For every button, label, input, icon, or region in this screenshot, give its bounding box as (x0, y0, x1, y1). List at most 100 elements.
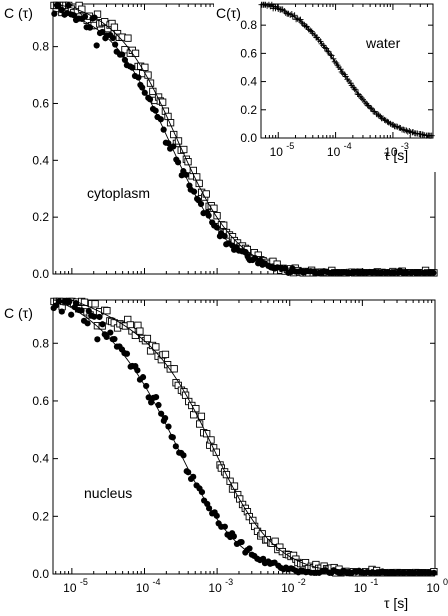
nucleus-y-tick-label: 0.6 (32, 394, 49, 408)
nucleus-point-filled-circle (430, 569, 438, 576)
water-y-tick-label: 0.0 (240, 131, 257, 145)
nucleus-point-filled-circle (66, 298, 73, 305)
nucleus-y-tick-label: 0.4 (32, 452, 49, 466)
nucleus-point-open-square (271, 537, 279, 545)
water-y-tick-label: 0.6 (240, 46, 257, 60)
nucleus-point-filled-circle (78, 307, 85, 314)
nucleus-fit-curves (52, 299, 436, 575)
nucleus-y-tick-label: 0.8 (32, 336, 49, 350)
cytoplasm-panel: 0.0 0.2 0.4 0.6 0.8 C (τ) cytoplasm (4, 1, 438, 281)
water-point-plus (352, 87, 359, 94)
water-x-axis-label: τ [s] (384, 147, 408, 163)
nucleus-x-tick-exponent: -3 (225, 577, 233, 587)
cytoplasm-point-open-square (166, 119, 175, 127)
nucleus-x-tick-label: 10 (281, 581, 295, 595)
water-y-tick-labels: 0.0 0.2 0.4 0.6 0.8 (240, 18, 257, 145)
cytoplasm-point-filled-circle (93, 42, 100, 49)
nucleus-point-open-square (197, 412, 206, 421)
water-y-tick-label: 0.8 (240, 18, 257, 32)
water-x-tick-label: 10 (384, 145, 398, 159)
cytoplasm-point-filled-circle (99, 28, 106, 36)
nucleus-point-filled-circle (198, 488, 206, 496)
cytoplasm-point-filled-circle (221, 233, 228, 240)
nucleus-point-filled-circle (213, 512, 220, 519)
cytoplasm-point-filled-circle (70, 12, 77, 19)
nucleus-point-filled-circle (99, 321, 106, 328)
nucleus-point-open-square (161, 350, 170, 359)
nucleus-point-filled-circle (230, 533, 237, 540)
water-fit-curve-1 (261, 3, 434, 137)
water-y-tick-label: 0.4 (240, 75, 257, 89)
cytoplasm-y-tick-label: 0.6 (32, 96, 49, 110)
cytoplasm-point-filled-circle (205, 212, 212, 219)
nucleus-x-tick-labels: 10 -5 10 -4 10 -3 10 -2 10 -1 10 0 (63, 577, 448, 595)
cytoplasm-y-tick-label: 0.2 (32, 210, 49, 224)
nucleus-fit-curve-1 (53, 299, 436, 575)
cytoplasm-point-open-square (131, 49, 140, 57)
water-y-axis-label: C(τ) (216, 5, 241, 21)
nucleus-point-filled-circle (111, 335, 118, 343)
cytoplasm-point-filled-circle (58, 6, 65, 13)
nucleus-point-filled-circle (85, 307, 92, 315)
water-point-plus (323, 45, 330, 52)
cytoplasm-point-open-square (180, 145, 188, 154)
nucleus-point-filled-circle (246, 545, 253, 552)
water-inset-background (214, 2, 436, 172)
water-point-plus (328, 52, 335, 59)
nucleus-x-tick-label: 10 (426, 581, 440, 595)
cytoplasm-point-open-square (174, 137, 183, 145)
nucleus-point-filled-circle (68, 311, 75, 318)
cytoplasm-point-open-square (220, 221, 228, 229)
water-x-tick-exponent: -5 (286, 141, 294, 151)
cytoplasm-point-filled-circle (112, 41, 119, 48)
cytoplasm-point-filled-circle (109, 34, 117, 42)
nucleus-x-tick-exponent: -2 (298, 577, 306, 587)
water-x-tick-label: 10 (327, 145, 341, 159)
cytoplasm-point-filled-circle (55, 2, 62, 9)
cytoplasm-point-open-square (124, 34, 132, 42)
nucleus-point-filled-circle (152, 393, 160, 401)
cytoplasm-point-open-square (159, 98, 167, 106)
cytoplasm-fit-curves (52, 3, 435, 275)
cytoplasm-point-open-square (184, 158, 192, 166)
nucleus-y-tick-label: 0.0 (32, 567, 49, 581)
nucleus-point-filled-circle (139, 374, 147, 381)
cytoplasm-point-filled-circle (121, 56, 129, 63)
cytoplasm-y-tick-label: 0.8 (32, 40, 49, 54)
nucleus-point-open-square (136, 327, 144, 335)
water-x-tick-exponent: -3 (401, 141, 409, 151)
cytoplasm-point-filled-circle (430, 269, 437, 276)
nucleus-point-open-square (91, 300, 99, 308)
nucleus-point-filled-circle (94, 336, 101, 343)
cytoplasm-y-axis-label: C (τ) (4, 5, 33, 21)
nucleus-plot-frame (52, 299, 436, 575)
nucleus-point-filled-circle (84, 320, 91, 327)
nucleus-fit-curve-2 (52, 299, 435, 575)
water-fit-curves (261, 3, 434, 137)
cytoplasm-point-open-square (213, 212, 221, 220)
nucleus-point-open-square (170, 365, 178, 373)
cytoplasm-y-tick-label: 0.0 (32, 267, 49, 281)
nucleus-y-tick-label: 0.2 (32, 509, 49, 523)
water-inset-panel: 0.00.20.40.60.8 10 -5 10 -4 10 -3 C(τ) water … (214, 1, 436, 172)
cytoplasm-annotation: cytoplasm (87, 185, 150, 201)
cytoplasm-point-filled-circle (213, 224, 220, 231)
cytoplasm-y-tick-labels: 0.0 0.2 0.4 0.6 0.8 (32, 40, 49, 281)
water-point-plus (370, 108, 377, 115)
cytoplasm-point-open-square (210, 204, 218, 212)
water-x-tick-labels: 10 -5 10 -4 10 -3 (270, 141, 409, 159)
cytoplasm-point-filled-circle (51, 10, 58, 17)
cytoplasm-point-open-square (110, 23, 119, 31)
nucleus-panel: 0.00.20.40.60.8 10 -5 10 -4 10 -3 10 -2 10 -1 10 0 … (4, 297, 448, 611)
nucleus-point-open-square (143, 334, 152, 343)
water-annotation: water (365, 35, 401, 51)
nucleus-x-axis-label: τ [s] (384, 595, 408, 611)
water-plot-frame (260, 3, 434, 139)
nucleus-x-tick-exponent: -1 (370, 577, 378, 587)
nucleus-point-open-square (80, 298, 89, 306)
nucleus-point-filled-circle (52, 302, 59, 309)
water-x-tick-label: 10 (270, 145, 284, 159)
nucleus-point-open-square (103, 307, 111, 315)
cytoplasm-fit-curve-2 (52, 10, 435, 275)
cytoplasm-point-filled-circle (165, 140, 172, 147)
